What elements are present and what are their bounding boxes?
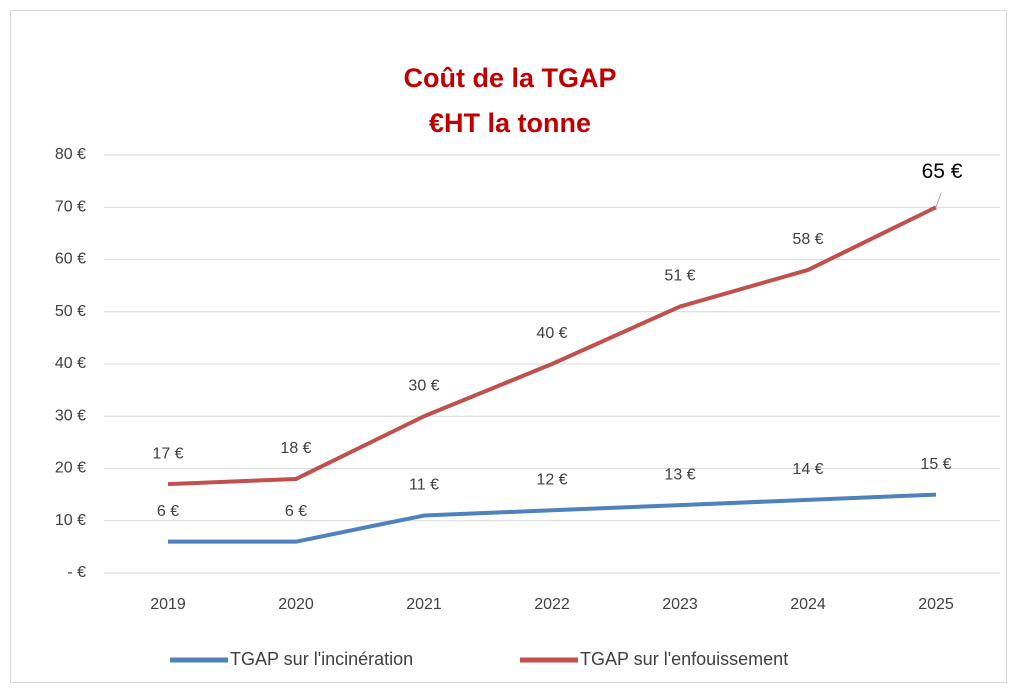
chart-border (10, 10, 1007, 683)
line-series (167, 205, 937, 487)
x-tick-label: 2021 (406, 596, 442, 613)
x-tick-label: 2019 (150, 596, 186, 613)
y-tick-label: 80 € (55, 146, 86, 163)
data-label: 6 € (285, 503, 307, 520)
data-label: 14 € (792, 461, 823, 478)
data-label: 18 € (280, 440, 311, 457)
x-tick-label: 2024 (790, 596, 826, 613)
data-label: 11 € (409, 477, 439, 494)
annotation-leader (935, 193, 942, 208)
data-label: 51 € (664, 268, 695, 285)
y-tick-label: 30 € (55, 407, 86, 424)
y-tick-label: 40 € (55, 355, 86, 372)
data-label: 13 € (664, 466, 695, 483)
line-series (168, 492, 937, 544)
data-label: 17 € (152, 445, 183, 462)
chart-subtitle: €HT la tonne (429, 108, 591, 138)
y-tick-label: 10 € (55, 512, 86, 529)
x-tick-label: 2022 (534, 596, 570, 613)
legend-label: TGAP sur l'incinération (230, 649, 413, 669)
y-tick-label: 20 € (55, 460, 86, 477)
legend-label: TGAP sur l'enfouissement (580, 649, 788, 669)
x-tick-label: 2025 (918, 596, 954, 613)
y-tick-label: 70 € (55, 198, 86, 215)
data-label: 30 € (408, 377, 439, 394)
chart-title: Coût de la TGAP (403, 63, 616, 93)
y-tick-label: 60 € (55, 251, 86, 268)
x-tick-label: 2020 (278, 596, 314, 613)
annotation: 65 € (922, 160, 963, 183)
data-label: 12 € (536, 472, 567, 489)
data-label: 40 € (536, 325, 567, 342)
y-tick-label: - € (67, 564, 86, 581)
data-label: 6 € (157, 503, 179, 520)
y-tick-label: 50 € (55, 303, 86, 320)
x-tick-label: 2023 (662, 596, 698, 613)
data-label: 58 € (792, 231, 823, 248)
data-label: 15 € (920, 456, 951, 473)
